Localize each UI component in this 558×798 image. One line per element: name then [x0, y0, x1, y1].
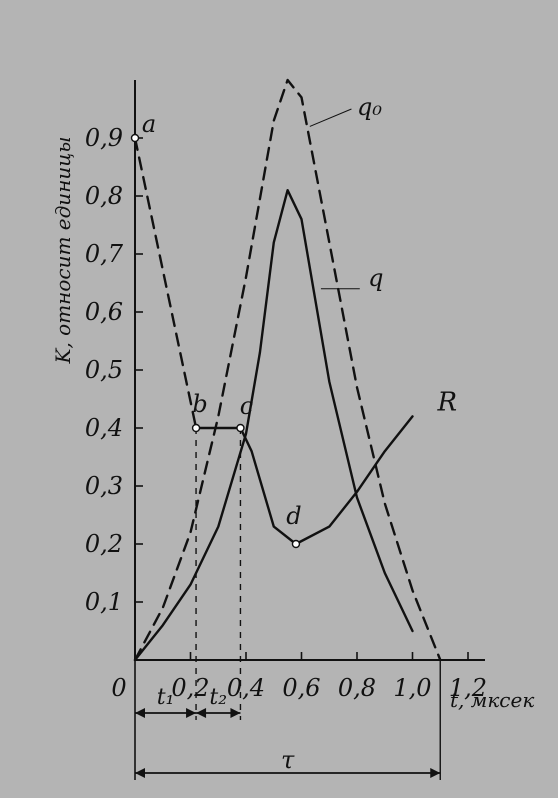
y-tick-label: 0,6: [85, 298, 123, 326]
x-tick-label: 0,2: [171, 674, 209, 702]
t2-arrow-head-right: [230, 708, 241, 718]
y-tick-label: 0,2: [85, 530, 123, 558]
x-tick-label: 0: [111, 674, 126, 702]
y-tick-label: 0,5: [85, 356, 123, 384]
series-label-R: R: [436, 388, 457, 418]
t1-arrow-head-left: [135, 708, 145, 718]
x-tick-label: 1,2: [449, 674, 487, 702]
series-q-line: [133, 189, 414, 662]
x-tick-label: 1,0: [393, 674, 431, 702]
series-R-segment-1: [194, 415, 414, 546]
t2-label: t₂: [209, 685, 227, 710]
point-marker-a: [130, 133, 140, 143]
x-tick-label: 0,8: [338, 674, 376, 702]
tau-arrow-head-right: [430, 768, 441, 778]
y-axis-label: K, относит единицы: [51, 137, 75, 365]
t1-arrow-head-right: [186, 708, 197, 718]
y-tick-label: 0,7: [85, 240, 124, 268]
point-marker-d: [291, 539, 301, 549]
series-label-q: q: [368, 264, 383, 292]
series-label-q0: q₀: [357, 93, 382, 121]
x-tick-label: 0,4: [227, 674, 265, 702]
point-marker-c: [236, 423, 245, 433]
q0-leader: [309, 108, 352, 127]
tau-label: τ: [281, 746, 295, 774]
point-label-c: c: [240, 392, 253, 420]
y-tick-label: 0,1: [85, 588, 123, 616]
y-tick-label: 0,3: [85, 472, 123, 500]
t1-label: t₁: [157, 685, 175, 710]
x-tick-label: 0,6: [282, 674, 320, 702]
point-label-a: a: [142, 110, 156, 138]
t2-arrow-head-left: [196, 708, 207, 718]
y-tick-label: 0,8: [85, 182, 123, 210]
y-tick-label: 0,4: [85, 414, 123, 442]
series-q0-line: [133, 78, 442, 662]
tau-arrow-head-left: [135, 768, 145, 778]
x-axis-label: t, мксек: [450, 688, 534, 712]
point-label-b: b: [192, 390, 207, 418]
series-R-segment-0: [133, 136, 198, 430]
point-marker-b: [191, 423, 201, 433]
point-label-d: d: [286, 502, 301, 530]
y-tick-label: 0,9: [85, 124, 123, 152]
